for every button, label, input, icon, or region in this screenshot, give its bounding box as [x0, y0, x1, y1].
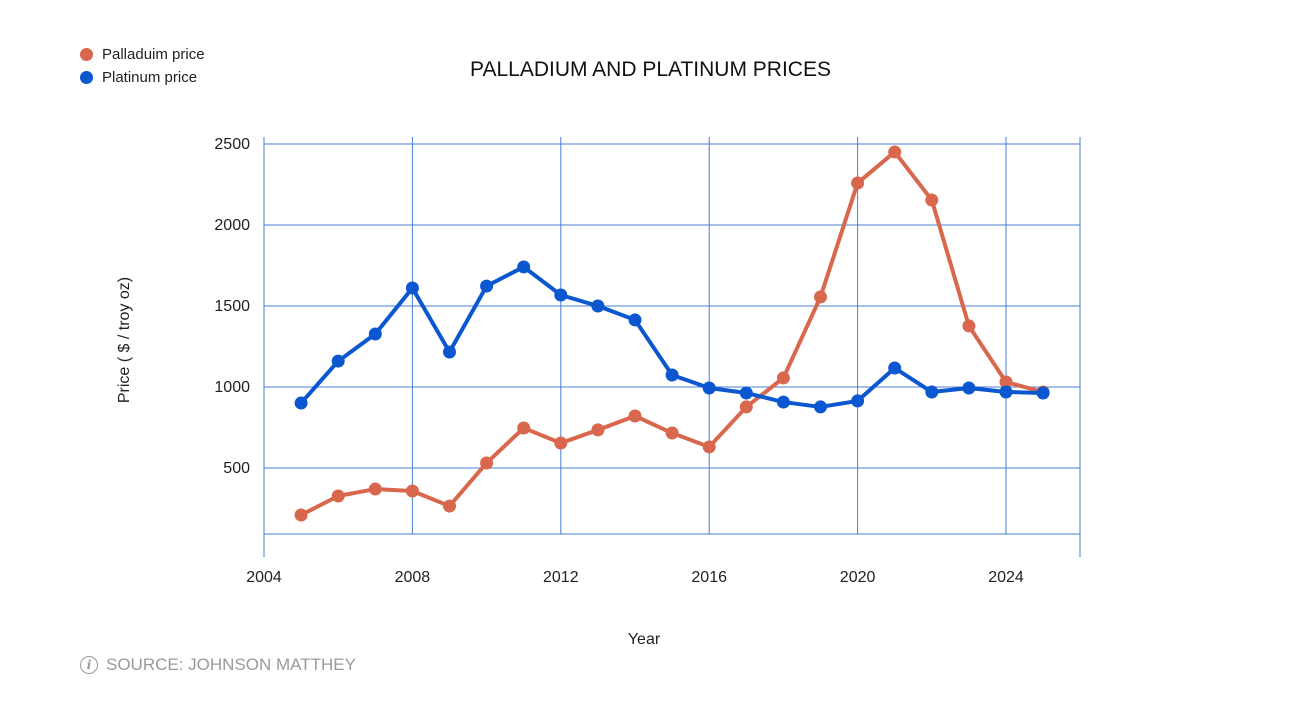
x-tick-label: 2004	[246, 569, 282, 586]
data-point-platinum	[776, 395, 790, 409]
data-point-palladium	[739, 400, 753, 414]
info-icon: i	[80, 656, 98, 674]
data-point-platinum	[1036, 386, 1050, 400]
data-point-palladium	[331, 489, 345, 503]
data-point-palladium	[851, 176, 865, 190]
data-point-palladium	[925, 193, 939, 207]
data-point-platinum	[517, 260, 531, 274]
data-point-platinum	[962, 381, 976, 395]
data-point-palladium	[999, 375, 1013, 389]
data-point-platinum	[851, 394, 865, 408]
data-point-platinum	[628, 313, 642, 327]
data-point-platinum	[331, 354, 345, 368]
source-text: SOURCE: JOHNSON MATTHEY	[106, 655, 356, 674]
data-point-palladium	[776, 371, 790, 385]
data-point-platinum	[702, 381, 716, 395]
y-tick-label: 2500	[214, 136, 250, 153]
data-point-platinum	[814, 400, 827, 414]
legend: Palladuim price Platinum price	[80, 43, 205, 89]
x-tick-label: 2020	[840, 569, 876, 586]
data-point-platinum	[739, 386, 753, 400]
data-point-palladium	[368, 482, 382, 496]
data-point-platinum	[665, 368, 679, 382]
legend-label: Platinum price	[102, 69, 198, 86]
source-note: i SOURCE: JOHNSON MATTHEY	[80, 655, 356, 675]
y-tick-label: 500	[223, 460, 250, 477]
data-point-platinum	[294, 396, 308, 410]
data-point-platinum	[554, 288, 568, 302]
data-point-platinum	[480, 279, 494, 293]
legend-label: Palladuim price	[102, 46, 205, 63]
y-tick-label: 1000	[214, 379, 250, 396]
palladium-swatch	[80, 48, 93, 61]
data-point-palladium	[554, 436, 568, 450]
data-point-palladium	[294, 508, 308, 522]
x-axis-label: Year	[627, 631, 661, 648]
data-point-palladium	[443, 499, 456, 513]
chart-title: PALLADIUM AND PLATINUM PRICES	[470, 58, 831, 81]
data-point-palladium	[962, 319, 976, 333]
data-point-palladium	[405, 484, 419, 498]
x-tick-label: 2016	[691, 569, 727, 586]
y-tick-label: 1500	[214, 298, 250, 315]
data-point-palladium	[628, 409, 642, 423]
x-tick-label: 2012	[543, 569, 579, 586]
platinum-swatch	[80, 71, 93, 84]
data-point-platinum	[368, 327, 382, 341]
data-point-palladium	[702, 440, 716, 454]
data-point-platinum	[888, 361, 902, 375]
data-point-platinum	[405, 281, 419, 295]
data-point-palladium	[814, 290, 827, 304]
data-point-palladium	[517, 421, 531, 435]
data-point-platinum	[591, 299, 605, 313]
legend-item-palladium: Palladuim price	[80, 43, 205, 66]
data-point-platinum	[999, 385, 1013, 399]
x-tick-label: 2008	[395, 569, 431, 586]
legend-item-platinum: Platinum price	[80, 66, 205, 89]
data-point-platinum	[443, 345, 456, 359]
data-point-palladium	[665, 426, 679, 440]
data-point-palladium	[888, 145, 902, 159]
data-point-palladium	[480, 456, 494, 470]
y-tick-label: 2000	[214, 217, 250, 234]
data-point-platinum	[925, 385, 939, 399]
x-tick-label: 2024	[988, 569, 1024, 586]
data-point-palladium	[591, 423, 605, 437]
